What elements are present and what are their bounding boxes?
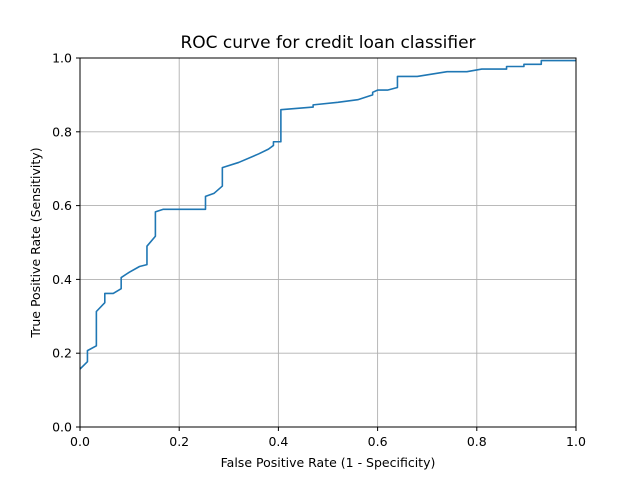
x-tick-label: 0.4 [268,434,288,449]
y-tick-label: 0.2 [52,346,72,361]
plot-area [79,59,576,370]
x-tick-label: 0.8 [467,434,487,449]
y-tick-label: 1.0 [52,51,72,66]
chart-title: ROC curve for credit loan classifier [180,33,475,53]
x-tick-label: 1.0 [566,434,586,449]
x-tick-label: 0.0 [70,434,90,449]
y-tick-label: 0.8 [52,124,72,139]
x-axis-ticks: 0.0 0.2 0.4 0.6 0.8 1.0 [70,427,586,449]
y-tick-label: 0.4 [52,272,72,287]
roc-curve-line [79,59,576,370]
y-axis-label: True Positive Rate (Sensitivity) [28,147,43,338]
axes-frame [79,57,577,428]
y-axis-ticks: 0.0 0.2 0.4 0.6 0.8 1.0 [52,51,80,435]
y-tick-label: 0.6 [52,198,72,213]
x-axis-label: False Positive Rate (1 - Specificity) [221,455,436,470]
grid-lines [79,57,577,428]
y-tick-label: 0.0 [52,420,72,435]
x-tick-label: 0.2 [169,434,189,449]
x-tick-label: 0.6 [368,434,388,449]
